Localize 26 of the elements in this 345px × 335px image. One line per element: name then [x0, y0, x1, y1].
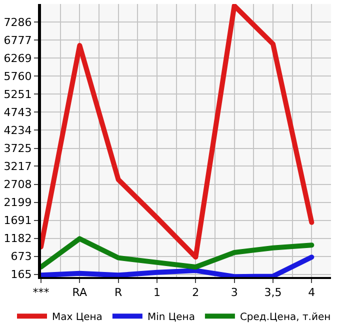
x-tick-label: *** [32, 286, 50, 300]
x-tick-label: 3 [230, 286, 238, 300]
y-tick-label: 673 [10, 250, 32, 264]
y-tick-label: 4234 [4, 124, 32, 138]
x-tick-label: 1 [154, 286, 160, 300]
x-tick-label: RA [72, 286, 88, 300]
y-tick-label: 2199 [4, 196, 32, 210]
legend-label: Min Цена [147, 312, 195, 323]
y-tick-label: 1691 [4, 214, 32, 228]
y-tick-label: 3217 [4, 160, 32, 174]
x-tick-label: 4 [308, 286, 316, 300]
x-tick-label: R [114, 286, 122, 300]
y-tick-label: 1182 [4, 232, 32, 246]
legend-label: Сред.Цена, т.йен [240, 312, 331, 323]
y-tick-label: 6777 [4, 34, 32, 48]
legend-label: Max Цена [52, 312, 102, 323]
x-tick-label: 2 [192, 286, 200, 300]
y-tick-label: 7286 [4, 16, 32, 30]
y-tick-label: 5251 [4, 88, 32, 102]
y-tick-label: 2708 [4, 178, 32, 192]
y-tick-label: 165 [10, 268, 32, 282]
y-tick-label: 5760 [4, 70, 32, 84]
y-tick-label: 3725 [4, 142, 32, 156]
x-tick-label: 3,5 [264, 286, 282, 300]
y-tick-label: 4743 [4, 106, 32, 120]
y-tick-label: 6269 [4, 52, 32, 66]
